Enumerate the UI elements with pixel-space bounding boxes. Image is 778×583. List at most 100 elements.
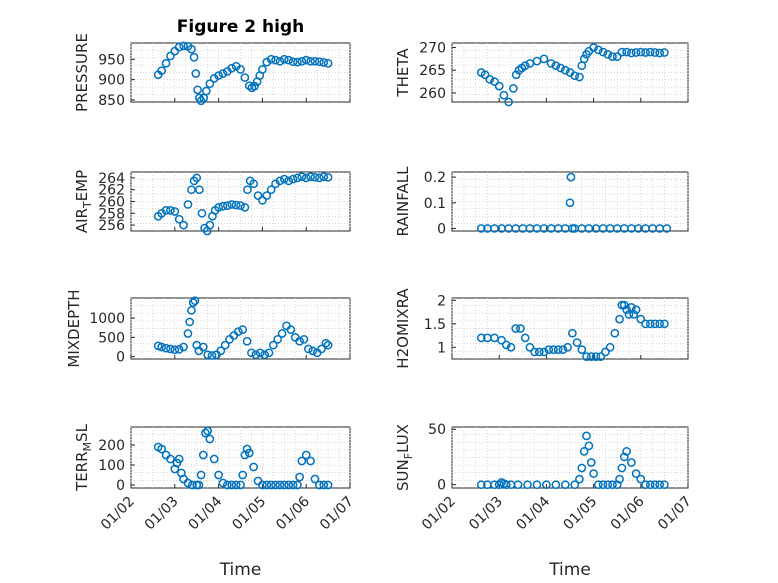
sun_flux-point <box>532 480 542 490</box>
air_temp-point <box>166 206 175 215</box>
air_temp-point <box>231 200 241 210</box>
sun_flux-point <box>641 480 650 490</box>
terr_msl-xtick-label: 01/02 <box>98 494 138 534</box>
h2omixra-point <box>563 342 572 352</box>
pressure-ytick-label: 900 <box>98 73 125 89</box>
sun_flux-point <box>645 480 655 490</box>
sun_flux-xlabel: Time <box>548 560 591 580</box>
sun_flux-point <box>582 431 591 441</box>
h2omixra-point <box>601 347 610 357</box>
sun_flux-xtick-label: 01/07 <box>655 494 695 534</box>
theta-point <box>655 48 665 58</box>
subplot-sun_flux: 0 50 01/02 01/03 01/04 01/05 01/06 01/07 SUNFLUX… <box>394 422 695 580</box>
h2omixra-point <box>553 345 563 354</box>
terr_msl-xtick-label: 01/07 <box>317 494 357 534</box>
h2omixra-ytick-label: 2 <box>437 293 446 309</box>
terr_msl-xtick-label: 01/03 <box>142 494 182 534</box>
mixdepth-point <box>170 345 180 355</box>
h2omixra-point <box>596 352 606 362</box>
theta-markers <box>476 43 669 107</box>
h2omixra-point <box>631 305 641 315</box>
pressure-point <box>284 55 294 65</box>
mixdepth-point <box>188 298 198 307</box>
pressure-point <box>266 54 276 64</box>
terr_msl-point <box>231 480 241 490</box>
h2omixra-point <box>534 347 544 357</box>
air_temp-point <box>161 206 171 215</box>
sun_flux-point <box>655 480 665 490</box>
sun_flux-point <box>598 480 608 490</box>
sun_flux-point <box>551 480 561 490</box>
pressure-ylabel: PRESSURE <box>73 33 91 112</box>
h2omixra-point <box>622 305 631 315</box>
pressure-point <box>157 66 167 76</box>
subplot-terr_msl: 0 100 200 01/02 01/03 01/04 01/05 01/06 01/07 TER… <box>73 423 357 580</box>
pressure-point <box>179 41 188 51</box>
rainfall-point <box>565 198 575 208</box>
pressure-point <box>279 54 289 64</box>
theta-point <box>546 59 556 68</box>
theta-point <box>593 45 603 55</box>
pressure-point <box>258 65 267 74</box>
terr_msl-point <box>266 480 276 490</box>
subplot-pressure: 850 900 950 PRESSURE Figure 2 high <box>73 17 351 112</box>
terr_msl-point <box>249 462 258 472</box>
air_temp-point <box>297 172 307 182</box>
mixdepth-point <box>166 344 175 354</box>
sun_flux-point <box>513 480 523 490</box>
air_temp-point <box>174 214 184 224</box>
terr_msl-point <box>275 480 285 490</box>
sun_flux-point <box>476 480 486 490</box>
theta-point <box>603 49 613 59</box>
h2omixra-point <box>615 314 624 324</box>
mixdepth-point <box>317 344 326 354</box>
h2omixra-point <box>520 333 530 343</box>
terr_msl-point <box>301 450 311 460</box>
terr_msl-point <box>258 480 267 490</box>
air_temp-point <box>288 174 298 184</box>
pressure-point <box>166 51 175 61</box>
air_temp-point <box>262 191 272 200</box>
air_temp-ytick-label: 260 <box>98 195 125 211</box>
mixdepth-point <box>277 329 287 338</box>
sun_flux-xtick-label: 01/02 <box>419 494 459 534</box>
terr_msl-xtick-label: 01/06 <box>273 493 313 533</box>
h2omixra-point <box>636 314 646 324</box>
terr_msl-point <box>314 480 324 490</box>
h2omixra-point <box>525 342 535 352</box>
air_temp-point <box>183 200 193 209</box>
h2omixra-point <box>511 324 521 333</box>
terr_msl-xtick-label: 01/05 <box>229 494 269 534</box>
air_temp-point <box>170 207 180 216</box>
terr_msl-point <box>157 444 167 454</box>
mixdepth-point <box>264 348 274 358</box>
terr_msl-point <box>201 428 210 438</box>
theta-point <box>539 54 549 64</box>
sun_flux-point <box>631 469 641 478</box>
figure-title: Figure 2 high <box>177 17 305 37</box>
theta-point <box>641 48 650 57</box>
h2omixra-point <box>539 347 549 357</box>
h2omixra-point <box>544 345 554 354</box>
theta-point <box>560 65 570 75</box>
air_temp-point <box>197 208 207 218</box>
terr_msl-ytick-label: 200 <box>98 438 125 454</box>
air_temp-point <box>306 172 315 182</box>
pressure-point <box>161 58 171 68</box>
h2omixra-point <box>558 345 568 354</box>
h2omixra-markers <box>476 300 669 362</box>
theta-point <box>485 74 495 84</box>
sun_flux-point <box>586 458 596 467</box>
mixdepth-point <box>220 340 230 350</box>
mixdepth-point <box>190 296 200 306</box>
theta-point <box>612 52 622 61</box>
mixdepth-point <box>323 340 333 350</box>
terr_msl-point <box>262 480 272 490</box>
mixdepth-ytick-label: 0 <box>116 350 125 366</box>
pressure-point <box>297 56 307 66</box>
air_temp-ytick-label: 256 <box>98 218 125 234</box>
theta-point <box>589 43 598 52</box>
theta-point <box>631 48 641 57</box>
pressure-point <box>310 56 320 66</box>
mixdepth-point <box>179 342 188 352</box>
